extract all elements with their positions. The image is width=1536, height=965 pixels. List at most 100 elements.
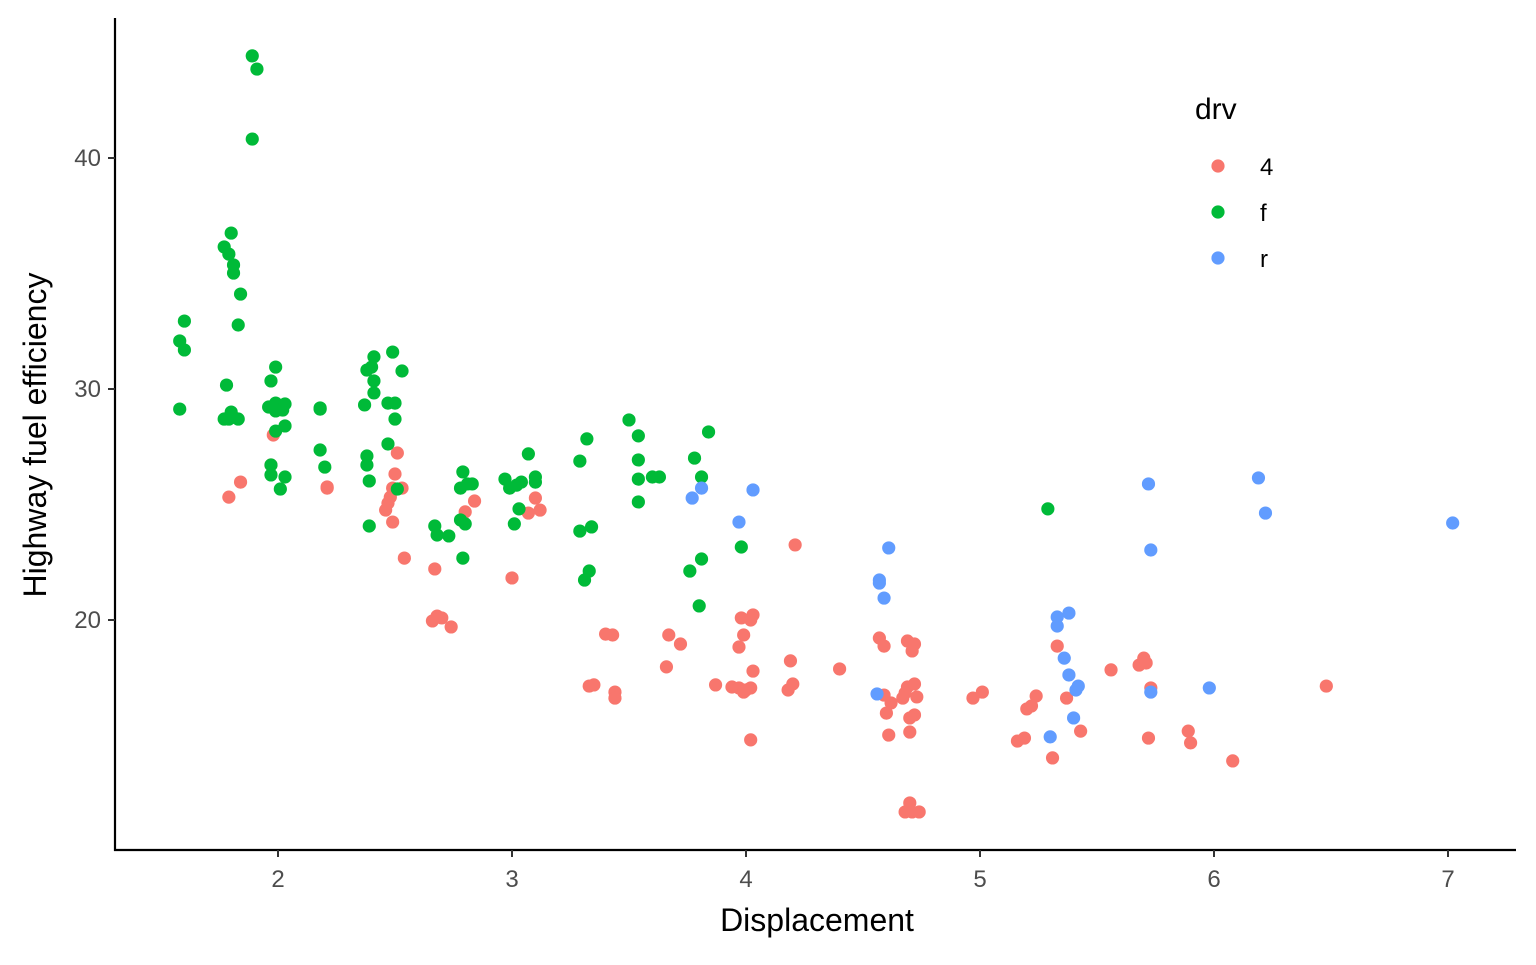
data-point-f [395,364,409,378]
data-point-f [386,345,400,359]
data-point-4 [882,728,896,742]
data-point-4 [732,640,746,654]
data-point-f [177,343,191,357]
x-tick-label: 7 [1441,866,1454,893]
legend-key-r [1211,251,1225,265]
data-point-f [580,432,594,446]
data-point-f [694,470,709,484]
data-point-f [313,443,327,457]
data-point-r [1141,477,1156,491]
x-tick-label: 3 [505,866,518,893]
data-point-4 [587,678,601,692]
data-point-4 [1045,751,1060,765]
data-point-f [269,404,283,418]
data-point-4 [233,475,248,489]
data-point-r [882,541,896,555]
data-point-4 [428,562,442,576]
data-point-f [458,517,472,531]
legend-label-4: 4 [1260,154,1273,181]
data-point-4 [1226,754,1240,768]
data-point-4 [1139,656,1153,670]
data-point-r [732,515,746,529]
data-point-4 [444,620,458,634]
data-point-f [226,266,241,280]
data-point-4 [708,678,723,692]
data-point-f [465,477,479,491]
data-point-4 [781,683,795,697]
data-point-4 [397,551,411,565]
data-point-f [388,396,402,410]
data-point-f [577,573,592,587]
data-point-r [1062,606,1076,620]
y-tick-label: 40 [74,145,101,172]
x-tick-label: 2 [271,866,284,893]
data-point-f [442,529,456,543]
x-tick-label: 5 [973,866,986,893]
data-point-f [390,482,404,496]
data-point-4 [884,696,898,710]
data-point-f [367,386,381,400]
data-point-f [365,360,379,374]
data-point-r [1043,730,1057,744]
data-point-r [1057,651,1071,665]
data-point-f [233,287,248,301]
data-point-4 [1141,731,1156,745]
data-point-4 [833,662,847,676]
data-point-f [362,519,376,533]
data-point-r [1258,506,1273,520]
data-point-f [388,412,402,426]
data-point-f [269,424,283,438]
data-point-4 [879,706,894,720]
data-point-4 [1181,724,1195,738]
y-axis-title: Highway fuel efficiency [17,273,53,598]
data-point-r [1067,711,1081,725]
data-point-f [273,482,287,496]
data-point-r [746,483,760,497]
legend-key-4 [1211,159,1225,173]
points-layer [173,49,1460,819]
data-point-4 [966,691,980,705]
data-point-f [631,472,645,486]
data-point-4 [505,571,519,585]
data-point-4 [1184,736,1198,750]
data-point-r [694,481,709,495]
data-point-4 [673,637,688,651]
data-point-r [872,576,886,590]
data-point-4 [467,494,482,508]
data-point-4 [222,490,236,504]
data-point-f [430,528,444,542]
data-point-r [1050,619,1064,633]
data-point-4 [388,467,402,481]
x-tick-label: 4 [739,866,752,893]
data-point-4 [877,639,891,653]
data-point-f [1041,502,1055,516]
data-point-4 [1074,724,1088,738]
data-point-4 [907,677,922,691]
data-point-4 [903,711,917,725]
data-point-4 [905,644,919,658]
data-point-f [362,474,376,488]
data-point-4 [975,685,989,699]
data-point-f [631,495,645,509]
data-point-f [381,437,395,451]
data-point-4 [608,691,622,705]
data-point-f [264,458,278,472]
data-point-r [1202,681,1216,695]
data-point-f [734,540,748,554]
data-point-f [631,453,645,467]
y-tick-label: 20 [74,607,101,634]
data-point-f [222,412,236,426]
data-point-4 [783,654,798,668]
data-point-f [177,314,191,328]
data-point-f [318,460,332,474]
data-point-4 [910,690,924,704]
data-point-f [245,49,259,63]
data-point-4 [1319,679,1333,693]
legend-label-f: f [1260,200,1267,227]
data-point-f [360,458,374,472]
data-point-4 [320,481,334,495]
data-point-f [512,502,526,516]
data-point-4 [788,538,802,552]
y-tick-label: 30 [74,376,101,403]
